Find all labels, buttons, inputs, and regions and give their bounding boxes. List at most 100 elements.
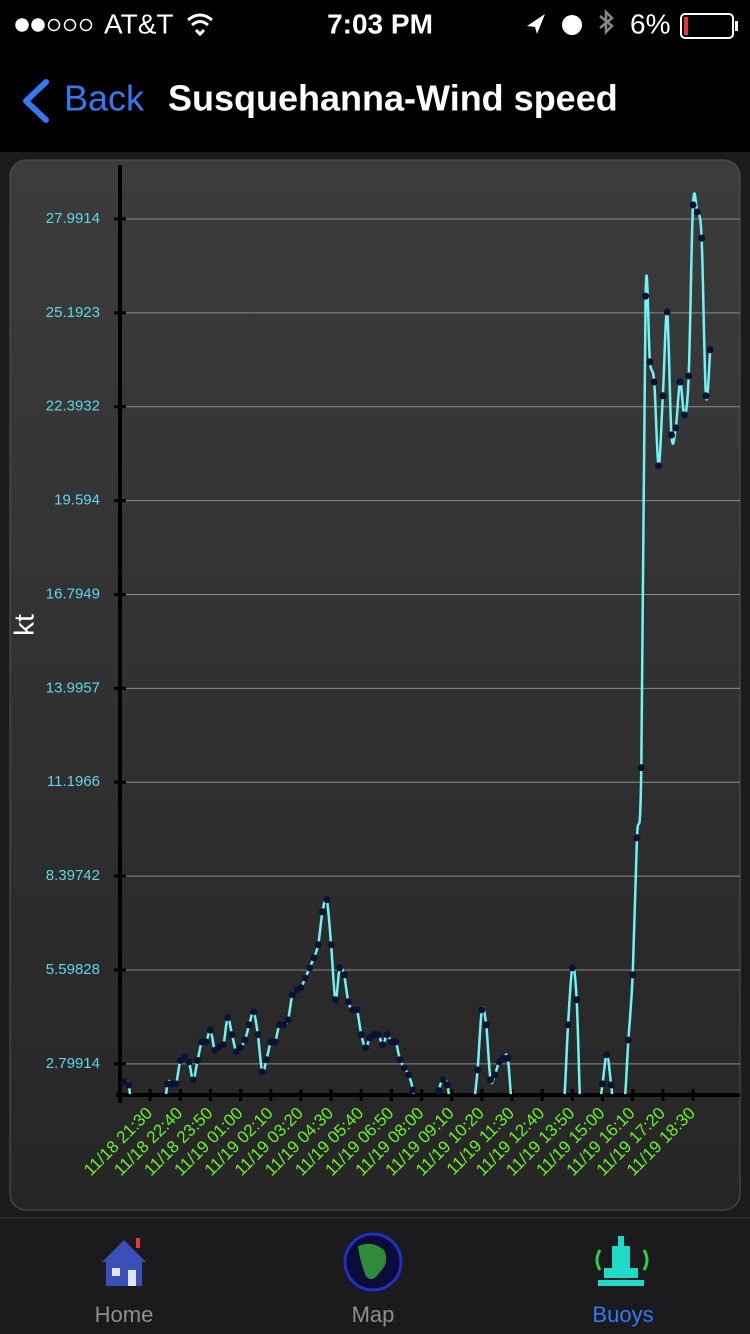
- point: [254, 1031, 262, 1039]
- point: [676, 378, 684, 386]
- battery-tip: [735, 21, 738, 31]
- battery-text: 6%: [630, 8, 670, 39]
- point: [474, 1066, 482, 1074]
- point: [314, 941, 322, 949]
- home-icon[interactable]: [102, 1238, 146, 1286]
- point: [362, 1044, 370, 1052]
- point: [504, 1054, 512, 1062]
- point: [241, 1036, 249, 1044]
- point: [271, 1038, 279, 1046]
- y-axis-label: kt: [8, 614, 39, 636]
- point: [435, 1087, 443, 1094]
- carrier: AT&T: [104, 8, 173, 39]
- map-icon[interactable]: [343, 1232, 403, 1292]
- y-tick-label: 22.3932: [46, 398, 100, 415]
- point: [237, 1044, 245, 1052]
- point: [331, 996, 339, 1004]
- buoys-icon[interactable]: [595, 1236, 649, 1286]
- point: [297, 984, 305, 992]
- point: [284, 1016, 292, 1024]
- point: [327, 941, 335, 949]
- point: [405, 1071, 413, 1079]
- point: [439, 1076, 447, 1084]
- point: [318, 908, 326, 916]
- y-tick-label: 11.1966: [47, 773, 100, 790]
- alarm-icon: [562, 15, 582, 35]
- location-icon: [527, 14, 545, 34]
- chart-panel: [9, 159, 741, 1211]
- point: [288, 991, 296, 999]
- point: [323, 896, 331, 904]
- tabs: Home Map Buoys: [95, 1302, 654, 1327]
- y-tick-label: 2.79914: [46, 1055, 100, 1072]
- point: [392, 1038, 400, 1046]
- point: [258, 1068, 266, 1076]
- battery-icon: [680, 13, 734, 39]
- point: [310, 954, 318, 962]
- point: [219, 1041, 227, 1049]
- header-bg: [0, 0, 750, 152]
- point: [374, 1031, 382, 1039]
- point: [642, 292, 650, 300]
- y-tick-label: 5.59828: [46, 961, 100, 978]
- point: [443, 1081, 451, 1089]
- point: [491, 1071, 499, 1079]
- y-tick-label: 19.594: [54, 492, 100, 509]
- tab-label[interactable]: Map: [352, 1302, 395, 1327]
- point: [202, 1038, 210, 1046]
- back-chevron[interactable]: [23, 79, 49, 123]
- point: [340, 971, 348, 979]
- point: [603, 1051, 611, 1059]
- point: [172, 1080, 180, 1088]
- point: [336, 964, 344, 972]
- point: [487, 1076, 495, 1084]
- point: [228, 1031, 236, 1039]
- point: [663, 308, 671, 316]
- point: [659, 392, 667, 400]
- point: [599, 1080, 607, 1088]
- point: [280, 1021, 288, 1029]
- y-tick-label: 25.1923: [46, 304, 100, 321]
- clock: 7:03 PM: [327, 8, 433, 39]
- point: [181, 1053, 189, 1061]
- point: [646, 358, 654, 366]
- point: [194, 1056, 202, 1064]
- point: [357, 1031, 365, 1039]
- battery-level: [684, 17, 688, 35]
- tab-label[interactable]: Buoys: [592, 1302, 653, 1327]
- point: [706, 346, 714, 354]
- point: [224, 1014, 232, 1022]
- tab-label[interactable]: Home: [95, 1302, 154, 1327]
- point: [655, 462, 663, 470]
- point: [250, 1008, 258, 1016]
- signal: [15, 18, 93, 32]
- y-tick-label: 8.39742: [46, 867, 100, 884]
- back-button[interactable]: Back: [64, 78, 145, 119]
- point: [607, 1081, 615, 1089]
- point: [680, 411, 688, 419]
- point: [633, 834, 641, 842]
- y-tick-label: 13.9957: [46, 679, 100, 696]
- y-tick-label: 16.7949: [46, 585, 100, 602]
- point: [568, 964, 576, 972]
- point: [125, 1081, 133, 1089]
- point: [698, 234, 706, 242]
- y-tick-label: 27.9914: [46, 210, 100, 227]
- point: [189, 1076, 197, 1084]
- point: [400, 1064, 408, 1072]
- point: [650, 378, 658, 386]
- point: [685, 372, 693, 380]
- point: [344, 998, 352, 1006]
- point: [306, 964, 314, 972]
- point: [353, 1006, 361, 1014]
- plot: 2.79914 5.59828 8.39742 11.1966 13.9957 16.79…: [46, 165, 740, 1180]
- point: [573, 996, 581, 1004]
- point: [629, 971, 637, 979]
- point: [478, 1006, 486, 1014]
- point: [702, 392, 710, 400]
- point: [409, 1086, 417, 1094]
- point: [206, 1026, 214, 1034]
- bluetooth-icon: [599, 8, 614, 36]
